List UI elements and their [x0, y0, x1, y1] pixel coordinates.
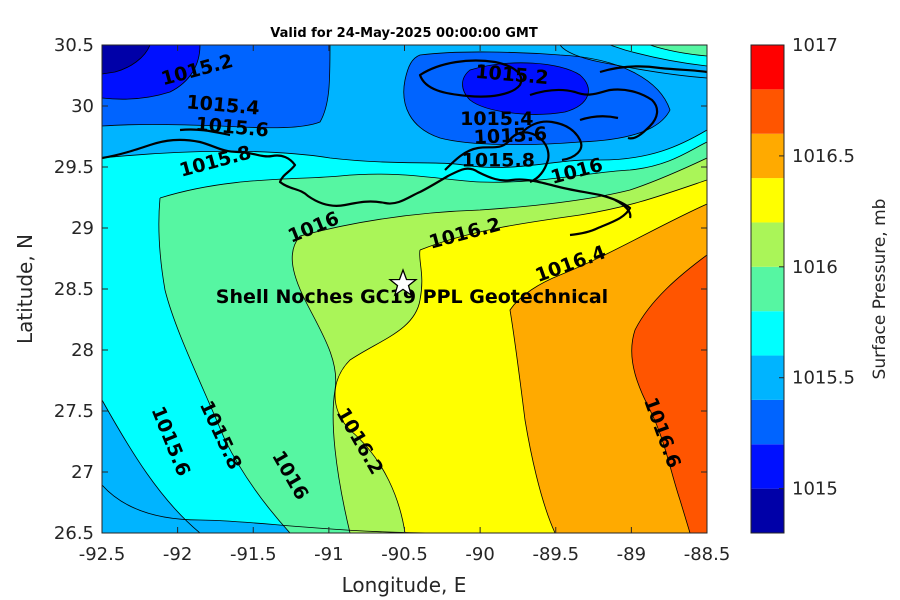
y-axis: 30.5 30 29.5 29 28.5 28 27.5 27 26.5 [54, 35, 707, 544]
lake-pontchartrain [418, 59, 523, 98]
band-1016-6-1016-8 [631, 255, 707, 533]
colorbar-tick-label: 1017 [792, 35, 838, 56]
colorbar-swatch [751, 266, 784, 312]
contour-line [291, 235, 351, 533]
x-tick-label: -92 [163, 544, 192, 565]
colorbar-frame [750, 44, 785, 534]
louisiana-coastline [102, 138, 632, 237]
contour-line [102, 45, 331, 129]
contour-line [559, 203, 707, 276]
x-tick-label: -89 [617, 544, 646, 565]
y-tick-label: 28.5 [54, 279, 94, 300]
colorbar-swatch [751, 89, 784, 134]
coastline [102, 59, 707, 237]
contour-line [419, 179, 707, 251]
contour-label: 1015.6 [473, 123, 547, 149]
y-tick-label: 26.5 [54, 523, 94, 544]
contour-line [158, 197, 291, 533]
barrier-islands [179, 115, 632, 219]
y-tick-label: 30.5 [54, 35, 94, 56]
contour-line [334, 249, 423, 533]
contour-line [102, 129, 707, 168]
colorbar [751, 45, 784, 533]
y-tick-label: 30 [71, 96, 94, 117]
y-tick-label: 29.5 [54, 157, 94, 178]
x-axis-label: Longitude, E [342, 573, 467, 597]
pressure-bands [102, 45, 707, 533]
x-tick-label: -89.5 [532, 544, 579, 565]
colorbar-swatch [751, 222, 784, 267]
colorbar-tick-label: 1015 [792, 479, 838, 500]
contour-line [631, 254, 707, 533]
contour-line [609, 45, 707, 67]
contour-label: 1015.4 [460, 108, 533, 130]
contour-line [559, 45, 707, 79]
band-sw-1015-4 [102, 400, 200, 533]
contour-line [403, 51, 671, 146]
colorbar-swatch [751, 45, 784, 90]
contour-line [102, 399, 201, 533]
contour-line [102, 45, 201, 100]
colorbar-tick-label: 1016.5 [792, 146, 855, 167]
star-icon [388, 268, 418, 297]
x-tick-label: -90 [465, 544, 494, 565]
colorbar-swatch [751, 399, 784, 445]
colorbar-tick-label: 1015.5 [792, 368, 855, 389]
band-1015-0-1015-2-east [462, 62, 589, 115]
figure-title: Valid for 24-May-2025 00:00:00 GMT [270, 26, 538, 41]
y-axis-label: Latitude, N [13, 234, 37, 344]
contour-label: 1015.8 [462, 149, 535, 171]
contour-line [102, 484, 441, 533]
x-tick-label: -91 [314, 544, 343, 565]
band-1014-8-1015-0 [102, 45, 150, 74]
band-top-right-1015-8 [650, 45, 707, 56]
y-tick-label: 27 [71, 462, 94, 483]
y-tick-label: 28 [71, 340, 94, 361]
x-axis: -92.5 -92 -91.5 -91 -90.5 -90 -89.5 -89 -88.5 [79, 45, 731, 565]
x-tick-label: -91.5 [230, 544, 277, 565]
x-tick-label: -88.5 [684, 544, 731, 565]
colorbar-swatch [751, 488, 784, 533]
delta-coastline [444, 120, 583, 184]
contour-line [299, 157, 707, 237]
site-label: Shell Noches GC19 PPL Geotechnical [216, 286, 608, 308]
contour-line [509, 274, 561, 533]
colorbar-label: Surface Pressure, mb [870, 199, 890, 380]
x-tick-label: -90.5 [381, 544, 428, 565]
band-1016-4-1016-6 [510, 204, 707, 533]
colorbar-swatch [751, 178, 784, 223]
colorbar-tick-label: 1016 [792, 257, 838, 278]
north-shore [599, 65, 707, 74]
colorbar-swatch [751, 444, 784, 489]
contour-line [649, 45, 707, 57]
colorbar-ticks: 1017 1016.5 1016 1015.5 1015 [779, 35, 855, 500]
colorbar-swatch [751, 355, 784, 400]
colorbar-swatch [751, 311, 784, 356]
y-tick-label: 29 [71, 218, 94, 239]
contour-line [102, 45, 151, 75]
colorbar-swatch [751, 133, 784, 179]
x-tick-label: -92.5 [79, 544, 126, 565]
y-tick-label: 27.5 [54, 401, 94, 422]
mississippi-coast [529, 88, 659, 140]
